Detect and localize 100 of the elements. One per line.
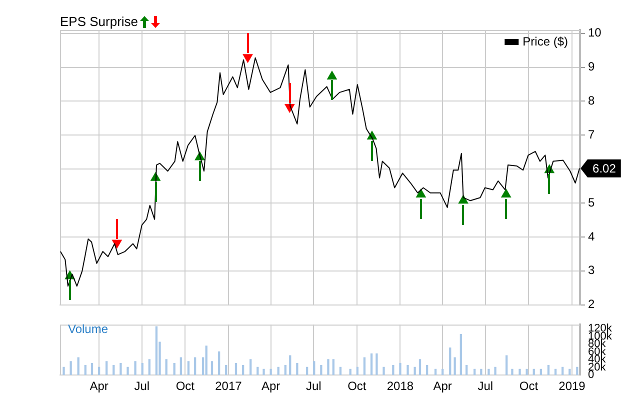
bar <box>376 353 378 375</box>
bar <box>296 363 298 375</box>
point <box>416 189 426 198</box>
bar <box>460 334 462 375</box>
bar <box>327 359 330 375</box>
bar <box>262 368 265 375</box>
bar <box>210 361 214 375</box>
x-tick-label: 2019 <box>558 379 586 393</box>
y-tick-label: 10 <box>588 26 602 40</box>
bar <box>270 368 272 375</box>
bar <box>494 366 496 375</box>
bar <box>547 364 550 375</box>
bar <box>434 368 437 375</box>
x-tick-label: Jul <box>478 379 494 393</box>
bar <box>155 326 158 375</box>
x-tick-label: 2017 <box>215 379 242 393</box>
bar <box>540 368 542 375</box>
bar <box>84 364 86 375</box>
bar <box>62 366 65 375</box>
bar <box>414 366 416 375</box>
bar <box>399 363 402 375</box>
bar <box>532 368 535 375</box>
bar <box>289 355 292 375</box>
point <box>501 189 511 198</box>
bar <box>449 348 452 375</box>
bar <box>218 351 220 375</box>
x-tick-label: Jul <box>306 379 322 393</box>
bar <box>466 364 468 375</box>
bar <box>234 363 238 375</box>
bar <box>426 364 428 375</box>
bar <box>250 359 252 375</box>
bar <box>526 368 528 375</box>
y-tick-label: 4 <box>588 229 595 244</box>
bar <box>320 364 322 375</box>
bar <box>518 368 521 375</box>
bar <box>112 364 115 375</box>
bar <box>442 368 444 375</box>
bar <box>349 368 352 375</box>
y-tick-label: 9 <box>588 60 595 74</box>
y-tick-label: 0 <box>588 369 594 382</box>
bar <box>180 357 182 375</box>
bar <box>382 366 385 375</box>
bar <box>562 366 564 375</box>
bar <box>284 364 286 375</box>
bar <box>141 363 144 375</box>
bar <box>70 361 72 375</box>
x-tick-label: Oct <box>176 379 195 393</box>
bar <box>370 353 373 375</box>
y-tick-label: 3 <box>588 263 595 278</box>
chart-title: EPS Surprise <box>60 14 138 29</box>
y-tick-label: 2 <box>588 297 595 312</box>
bar <box>392 364 394 375</box>
bar <box>134 361 136 375</box>
bar <box>356 366 358 375</box>
bar <box>313 361 316 375</box>
x-tick-label: Oct <box>348 379 366 393</box>
bar <box>98 366 100 375</box>
x-tick-label: Apr <box>90 379 108 393</box>
y-tick-label: 7 <box>588 127 595 142</box>
y-tick-label: 8 <box>588 94 595 108</box>
bar <box>568 368 571 375</box>
bar <box>454 357 456 375</box>
bar <box>194 357 196 375</box>
bar <box>106 361 108 375</box>
x-tick-label: Jul <box>134 379 150 393</box>
y-tick-label: 5 <box>588 195 595 210</box>
bar <box>406 364 409 375</box>
bar <box>474 368 476 375</box>
x-tick-label: Apr <box>433 379 452 393</box>
bar <box>511 368 514 375</box>
point <box>327 70 337 80</box>
bar <box>173 363 176 375</box>
bar <box>242 364 244 375</box>
bar <box>339 366 342 375</box>
x-tick-label: Apr <box>261 379 280 393</box>
bar <box>205 346 208 375</box>
bar <box>554 368 557 375</box>
bar <box>332 359 334 375</box>
bar <box>306 366 308 375</box>
bar <box>126 366 129 375</box>
x-tick-label: Oct <box>519 379 538 393</box>
bar <box>77 357 80 375</box>
bar <box>363 357 366 375</box>
chart-title: Volume <box>68 322 108 336</box>
bar <box>120 363 122 375</box>
bar <box>90 363 94 375</box>
bar <box>277 366 280 375</box>
bar <box>488 368 490 375</box>
bar <box>148 359 150 375</box>
bar <box>225 364 228 375</box>
bar <box>480 368 482 375</box>
bar <box>256 366 259 375</box>
bar <box>576 366 578 375</box>
bar <box>506 355 508 375</box>
x-tick-label: 2018 <box>386 379 414 393</box>
bar <box>165 359 168 375</box>
bar <box>187 361 190 375</box>
annotation: 6.02 <box>592 162 616 176</box>
legend-label: Price ($) <box>522 34 568 48</box>
bar <box>418 359 422 375</box>
